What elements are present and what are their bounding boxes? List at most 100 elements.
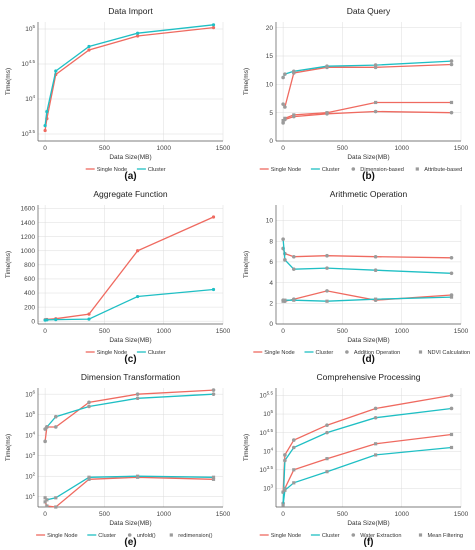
y-tick-label: 5 xyxy=(269,110,273,117)
y-tick-label: 105 xyxy=(25,410,35,419)
series-line xyxy=(44,26,214,131)
data-point xyxy=(373,63,378,67)
data-point xyxy=(211,392,216,396)
y-tick-label: 103.5 xyxy=(21,129,35,138)
y-tick-label: 2 xyxy=(269,301,273,308)
data-point xyxy=(45,318,49,322)
y-tick-label: 1400 xyxy=(21,220,36,227)
data-point xyxy=(43,439,47,444)
data-point xyxy=(135,396,140,401)
series-line xyxy=(44,216,214,321)
data-point xyxy=(45,498,49,502)
x-tick-label: 1000 xyxy=(394,511,409,518)
legend-label: Dimension-based xyxy=(360,167,404,173)
y-tick-label: 1600 xyxy=(21,206,36,213)
y-tick-label: 6 xyxy=(269,259,273,266)
data-point xyxy=(449,62,454,67)
legend-label: Cluster xyxy=(98,533,116,539)
data-point xyxy=(43,128,47,133)
y-axis-label: Time(ms) xyxy=(243,251,250,278)
data-point xyxy=(54,318,58,322)
data-point xyxy=(449,393,454,398)
data-point xyxy=(292,113,296,117)
data-point xyxy=(283,258,287,262)
series-line xyxy=(45,288,214,321)
legend: Single Node Cluster xyxy=(85,350,166,356)
data-point xyxy=(136,31,140,35)
x-tick-label: 500 xyxy=(337,511,348,518)
panel-caption: (a) xyxy=(124,171,136,182)
legend-label: Single Node xyxy=(271,167,301,173)
series-line xyxy=(282,63,452,109)
chart-title: Aggregate Function xyxy=(93,189,167,199)
x-tick-label: 0 xyxy=(43,145,47,152)
y-tick-label: 10 xyxy=(266,82,274,89)
data-point xyxy=(54,496,58,500)
legend-label: Cluster xyxy=(148,167,166,173)
data-point xyxy=(283,72,287,76)
data-point xyxy=(43,496,47,500)
y-tick-label: 103.5 xyxy=(259,465,273,474)
legend-label: Water Extraction xyxy=(360,533,401,539)
data-point xyxy=(325,266,329,270)
legend-label: Cluster xyxy=(148,350,166,356)
x-tick-label: 0 xyxy=(281,328,285,335)
y-tick-label: 8 xyxy=(269,238,273,245)
data-point xyxy=(283,105,287,109)
data-point xyxy=(449,271,454,276)
x-tick-label: 1500 xyxy=(216,328,231,335)
data-point xyxy=(87,477,91,481)
legend-marker-round xyxy=(351,533,356,537)
x-tick-label: 1500 xyxy=(454,145,469,152)
data-point xyxy=(325,111,329,115)
data-point xyxy=(281,119,285,123)
series-line xyxy=(282,239,452,274)
data-point xyxy=(87,44,91,49)
x-tick-label: 1500 xyxy=(216,145,231,152)
x-tick-label: 1000 xyxy=(156,145,171,152)
y-tick-label: 105 xyxy=(25,24,35,33)
series-line xyxy=(282,407,452,504)
data-point xyxy=(449,406,454,411)
data-point xyxy=(325,457,329,461)
y-tick-label: 105 xyxy=(263,409,273,418)
data-point xyxy=(211,23,216,27)
legend: Single Node Cluster Dimension-based Attribu… xyxy=(259,167,462,173)
panel-caption: (e) xyxy=(124,537,136,548)
data-point xyxy=(211,475,216,479)
data-point xyxy=(281,490,285,494)
y-tick-label: 0 xyxy=(269,138,273,145)
data-point xyxy=(53,425,58,429)
x-axis-label: Data Size(MB) xyxy=(109,337,151,344)
legend-marker-square xyxy=(418,350,423,354)
panel-d: 0 2 4 6 8 10 0 500 1000 1500 Arithmetic Operation D… xyxy=(243,189,470,365)
data-point xyxy=(325,289,329,293)
data-point xyxy=(136,249,140,253)
data-point xyxy=(54,69,58,73)
data-point xyxy=(374,453,378,457)
data-point xyxy=(449,445,454,450)
data-point xyxy=(291,445,296,450)
y-tick-label: 1200 xyxy=(21,234,36,241)
data-point xyxy=(373,254,378,259)
data-point xyxy=(374,442,378,446)
data-point xyxy=(374,297,378,301)
chart-title: Arithmetic Operation xyxy=(330,189,408,199)
data-point xyxy=(87,400,91,405)
series-line xyxy=(282,60,452,78)
y-tick-label: 400 xyxy=(24,290,35,297)
data-point xyxy=(87,312,91,316)
y-tick-label: 101 xyxy=(25,492,35,501)
legend-label: Cluster xyxy=(322,533,340,539)
legend: Single Node Cluster unfold() redimension() xyxy=(36,533,213,539)
data-point xyxy=(292,468,296,472)
data-point xyxy=(449,59,454,63)
x-tick-label: 1000 xyxy=(394,328,409,335)
data-point xyxy=(45,504,49,508)
legend-marker-square xyxy=(415,167,419,171)
y-axis-label: Time(ms) xyxy=(5,68,12,95)
data-point xyxy=(283,458,287,463)
panel-caption: (d) xyxy=(362,354,375,365)
x-tick-label: 0 xyxy=(281,511,285,518)
x-tick-label: 500 xyxy=(99,328,110,335)
